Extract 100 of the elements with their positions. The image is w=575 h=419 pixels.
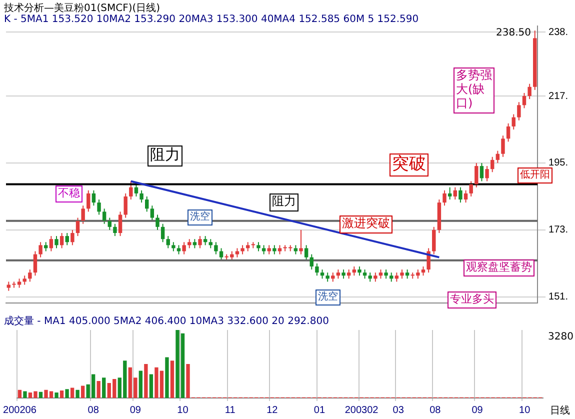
candlestick [378, 269, 383, 280]
candlestick [86, 190, 90, 212]
candlestick [294, 244, 298, 255]
candlestick [22, 275, 26, 286]
candlestick [496, 150, 500, 164]
candlestick [102, 208, 106, 224]
candlestick [272, 244, 276, 255]
candlestick [400, 269, 404, 280]
candlestick [315, 262, 319, 276]
candlestick [235, 248, 240, 258]
candlestick [134, 184, 138, 197]
annotation: 突破 [392, 154, 426, 174]
candlestick [129, 180, 133, 200]
x-tick-label: 200302 [344, 404, 379, 416]
bar [23, 391, 27, 398]
bar [149, 374, 154, 398]
y-tick-label: 238. [548, 26, 568, 38]
candlestick [60, 232, 64, 249]
annotation: 专业多头 [450, 292, 494, 306]
candlestick [267, 244, 271, 255]
candlestick [144, 196, 149, 212]
x-tick-label: 10 [519, 404, 531, 416]
y-tick-label: 195. [548, 158, 568, 169]
candlestick [124, 192, 128, 218]
candlestick [97, 199, 101, 216]
candlestick [118, 211, 122, 237]
candlestick [108, 217, 112, 230]
candlestick [405, 269, 410, 280]
y-tick-label: 151. [548, 292, 568, 303]
y-tick-label: 173. [548, 224, 568, 236]
candlestick [480, 162, 484, 182]
candlestick [501, 135, 505, 158]
candlestick [331, 272, 335, 282]
candlestick [140, 190, 144, 204]
candlestick [208, 238, 212, 249]
candlestick [336, 269, 340, 280]
x-tick-label: 11 [224, 404, 236, 416]
candlestick [198, 236, 202, 249]
candlestick [394, 272, 399, 282]
candlestick [6, 281, 11, 292]
candlestick [464, 190, 468, 204]
candlestick [65, 232, 69, 246]
bar [70, 388, 74, 398]
x-tick-label: 200206 [3, 404, 37, 416]
candlestick [326, 272, 330, 282]
candlestick [304, 244, 308, 261]
candlestick [384, 269, 388, 280]
bar [76, 390, 80, 398]
candlestick [172, 242, 176, 252]
candlestick [44, 242, 48, 252]
y-tick-label: 217. [548, 90, 568, 102]
candlestick [374, 272, 378, 282]
candlestick [192, 238, 197, 249]
candlestick [188, 238, 192, 249]
candlestick [33, 250, 38, 276]
bar [18, 390, 22, 398]
annotation: 不稳 [58, 186, 80, 200]
x-tick-label: 01 [314, 404, 326, 416]
candlestick [448, 186, 452, 200]
annotation: 238.50 [496, 28, 531, 39]
candlestick [342, 269, 346, 280]
candlestick [150, 205, 154, 222]
candlestick [512, 114, 516, 130]
candlestick [81, 205, 85, 224]
candlestick [113, 223, 117, 237]
candlestick [474, 162, 478, 188]
candlestick [176, 244, 181, 255]
x-tick-label: 03 [392, 404, 404, 416]
candlestick [517, 102, 521, 121]
candlestick [203, 236, 208, 246]
bar [165, 357, 169, 398]
bar [102, 378, 106, 398]
candlestick [352, 266, 356, 276]
bar [96, 381, 100, 398]
x-tick-label: 10 [177, 404, 189, 416]
candlestick [38, 242, 42, 258]
candlestick [362, 269, 367, 280]
candlestick [453, 186, 458, 200]
candlestick [442, 190, 446, 206]
candlestick [522, 92, 526, 109]
candlestick [262, 244, 266, 255]
candlestick [166, 236, 170, 249]
chart-title: 成交量 - MA1 405.000 5MA2 406.400 10MA3 332.600 20 292.800 [4, 314, 329, 328]
candlestick [485, 166, 489, 182]
candlestick [421, 266, 426, 276]
candlestick [469, 180, 473, 197]
annotation: 洗空 [318, 290, 338, 303]
candlestick [299, 229, 303, 255]
x-tick-label: 08 [88, 404, 100, 416]
candlestick [219, 248, 224, 261]
candlestick [506, 122, 510, 142]
x-tick-label: 09 [472, 404, 484, 416]
bar [144, 364, 148, 398]
bar [65, 389, 69, 398]
bar [170, 360, 174, 398]
bar [138, 370, 143, 398]
candlestick [528, 83, 532, 100]
candlestick [92, 190, 96, 206]
candlestick [182, 242, 186, 255]
candlestick [310, 254, 314, 270]
